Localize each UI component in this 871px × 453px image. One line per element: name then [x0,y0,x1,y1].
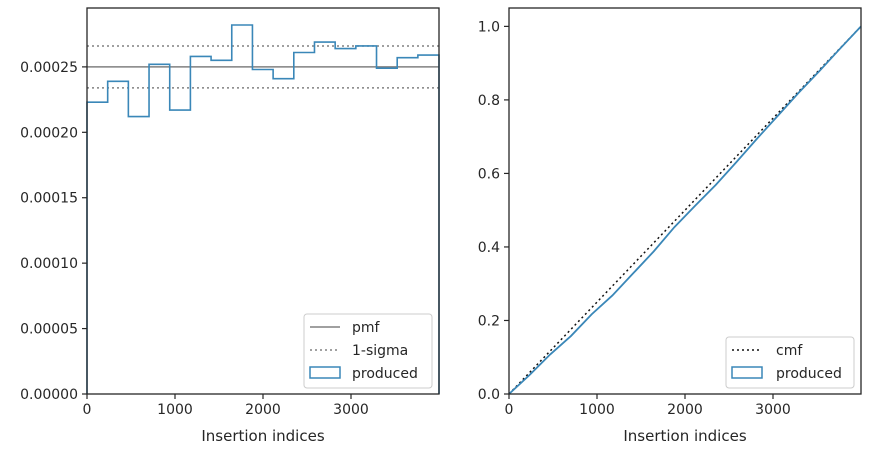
right-x-axis: 0 1000 2000 3000 [505,394,791,418]
legend-1-sigma-label: 1-sigma [352,343,408,359]
produced-step-series [86,24,440,394]
y-tick-label: 0.00020 [20,125,78,141]
legend-produced-label-right: produced [776,366,842,382]
left-panel: 0.00000 0.00005 0.00010 0.00015 0.00020 0.000… [20,7,440,445]
x-tick-label: 2000 [245,402,281,418]
left-x-axis-label: Insertion indices [201,427,324,445]
y-tick-label: 0.00015 [20,191,78,207]
y-tick-label: 0.0 [478,387,500,403]
right-axes-frame [508,7,862,395]
histogram-plot-area [86,24,440,394]
right-legend: cmf produced [725,336,855,389]
y-tick-label: 0.00000 [20,387,78,403]
y-tick-label: 0.00025 [20,60,78,76]
x-tick-label: 0 [505,402,514,418]
x-tick-label: 2000 [667,402,703,418]
cumulative-plot-area [508,25,862,395]
legend-produced-swatch [309,366,341,379]
legend-cmf-label: cmf [776,343,803,359]
y-tick-label: 1.0 [478,19,500,35]
legend-produced-label: produced [352,366,418,382]
x-tick-label: 1000 [579,402,615,418]
left-y-axis: 0.00000 0.00005 0.00010 0.00015 0.00020 0.000… [20,60,87,403]
legend-produced-swatch-right [731,366,763,379]
left-legend: pmf 1-sigma produced [303,313,433,389]
produced-cumulative-series [508,25,862,395]
x-tick-label: 0 [83,402,92,418]
y-tick-label: 0.00010 [20,256,78,272]
legend-pmf-label: pmf [352,320,381,336]
y-tick-label: 0.8 [478,93,500,109]
right-y-axis: 0.0 0.2 0.4 0.6 0.8 1.0 [478,19,509,403]
left-axes-frame [86,7,440,395]
left-legend-box [303,313,433,389]
y-tick-label: 0.00005 [20,322,78,338]
y-tick-label: 0.4 [478,240,500,256]
x-tick-label: 1000 [157,402,193,418]
y-tick-label: 0.2 [478,313,500,329]
right-panel: 0.0 0.2 0.4 0.6 0.8 1.0 0 1000 2000 3000 Inserti… [478,7,862,445]
y-tick-label: 0.6 [478,166,500,182]
left-x-axis: 0 1000 2000 3000 [83,394,369,418]
x-tick-label: 3000 [755,402,791,418]
right-x-axis-label: Insertion indices [623,427,746,445]
x-tick-label: 3000 [333,402,369,418]
